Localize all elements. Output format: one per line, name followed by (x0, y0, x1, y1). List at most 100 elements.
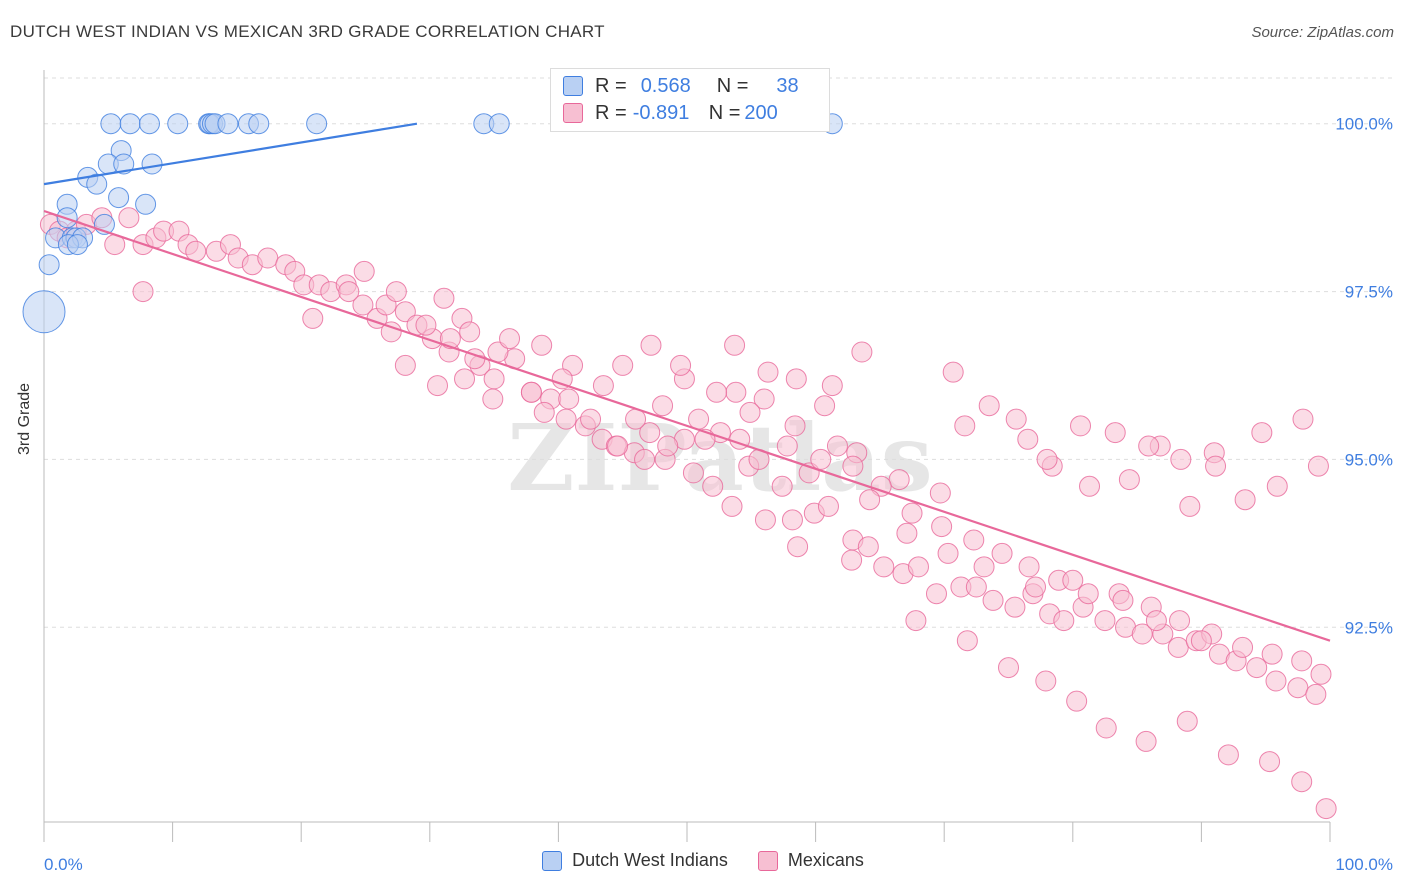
point-mexicans (394, 301, 416, 323)
point-mexicans (1179, 495, 1201, 517)
point-mexicans (1053, 610, 1075, 632)
point-dutch-west-indians (38, 254, 60, 276)
point-mexicans (558, 388, 580, 410)
point-mexicans (1145, 610, 1167, 632)
y-tick-label: 100.0% (1335, 115, 1393, 134)
point-mexicans (1291, 771, 1313, 793)
point-mexicans (942, 361, 964, 383)
series-legend-item-mexicans[interactable]: Mexicans (757, 850, 864, 871)
point-mexicans (1131, 623, 1153, 645)
series-name: Mexicans (787, 850, 864, 870)
point-mexicans (1135, 730, 1157, 752)
point-mexicans (842, 455, 864, 477)
point-mexicans (998, 657, 1019, 679)
point-mexicans (841, 549, 863, 571)
point-mexicans (1118, 469, 1140, 491)
point-mexicans (1138, 435, 1160, 457)
point-mexicans (612, 354, 634, 376)
legend: R = 0.568 N = 38 R = -0.891 N = 200 (550, 68, 830, 132)
point-mexicans (901, 502, 923, 524)
point-mexicans (352, 294, 374, 316)
legend-row-dutch-west-indians: R = 0.568 N = 38 (563, 73, 799, 99)
point-mexicans (965, 576, 987, 598)
point-mexicans (132, 281, 154, 303)
point-mexicans (682, 462, 704, 484)
point-mexicans (1246, 657, 1268, 679)
point-mexicans (1190, 630, 1212, 652)
point-mexicans (857, 536, 879, 558)
point-mexicans (929, 482, 951, 504)
point-mexicans (1265, 670, 1287, 692)
series-legend-item-dutch-west-indians[interactable]: Dutch West Indians (542, 850, 728, 871)
point-mexicans (551, 368, 573, 390)
point-dutch-west-indians (217, 113, 239, 135)
point-mexicans (338, 281, 360, 303)
point-mexicans (555, 408, 577, 430)
point-mexicans (954, 415, 976, 437)
point-mexicans (1217, 744, 1239, 766)
series-legend: Dutch West Indians Mexicans (0, 850, 1406, 871)
point-mexicans (725, 381, 747, 403)
point-mexicans (640, 334, 662, 356)
point-mexicans (520, 381, 542, 403)
point-mexicans (1292, 408, 1314, 430)
point-mexicans (302, 307, 324, 329)
point-mexicans (1176, 710, 1198, 732)
legend-n-value: 38 (776, 74, 799, 97)
legend-r-label: R = (595, 74, 627, 97)
legend-n-label: N = (716, 74, 749, 97)
point-mexicans (1232, 636, 1254, 658)
source-label: Source: ZipAtlas.com (1251, 24, 1394, 41)
trendline-dutch-west-indians (43, 122, 418, 186)
point-mexicans (385, 281, 407, 303)
point-dutch-west-indians (66, 234, 88, 256)
point-mexicans (482, 388, 504, 410)
point-mexicans (873, 556, 895, 578)
point-mexicans (415, 314, 437, 336)
point-mexicans (1094, 610, 1116, 632)
point-mexicans (785, 368, 807, 390)
point-mexicans (982, 589, 1004, 611)
point-mexicans (851, 341, 873, 363)
legend-swatch-blue (563, 76, 583, 96)
point-mexicans (963, 529, 985, 551)
legend-r-value: 0.568 (640, 74, 691, 97)
point-mexicans (483, 368, 505, 390)
point-dutch-west-indians (113, 153, 135, 175)
point-mexicans (973, 556, 995, 578)
point-mexicans (826, 435, 848, 457)
point-mexicans (1205, 455, 1227, 477)
trendline-mexicans (43, 209, 1331, 642)
point-mexicans (931, 516, 953, 538)
y-tick-label: 92.5% (1345, 618, 1393, 637)
point-mexicans (1305, 683, 1327, 705)
point-mexicans (257, 247, 279, 269)
y-tick-label: 97.5% (1345, 283, 1393, 302)
point-dutch-west-indians (488, 113, 510, 135)
point-mexicans (810, 448, 832, 470)
point-mexicans (1266, 475, 1288, 497)
point-mexicans (771, 475, 793, 497)
point-mexicans (1004, 596, 1026, 618)
point-mexicans (781, 509, 803, 531)
point-mexicans (787, 536, 809, 558)
point-dutch-west-indians (135, 193, 157, 215)
point-mexicans (1169, 610, 1191, 632)
point-dutch-west-indians (306, 113, 328, 135)
point-mexicans (991, 542, 1013, 564)
y-tick-label: 95.0% (1345, 450, 1393, 469)
point-mexicans (1315, 798, 1337, 820)
point-mexicans (1261, 643, 1283, 665)
legend-swatch-pink (563, 103, 583, 123)
legend-n-label: N = (708, 101, 741, 124)
point-mexicans (592, 375, 614, 397)
point-mexicans (888, 469, 910, 491)
point-mexicans (1291, 650, 1313, 672)
point-mexicans (118, 207, 140, 229)
point-mexicans (817, 495, 839, 517)
point-mexicans (1259, 751, 1281, 773)
point-dutch-west-indians (141, 153, 163, 175)
point-dutch-west-indians (22, 290, 66, 334)
point-dutch-west-indians (108, 187, 130, 209)
point-mexicans (859, 489, 881, 511)
